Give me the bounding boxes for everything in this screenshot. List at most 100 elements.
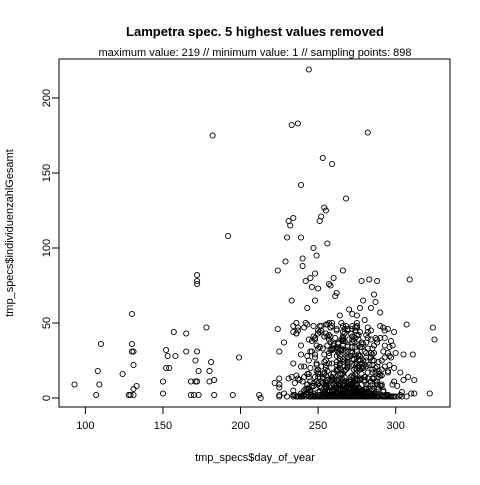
data-point	[311, 270, 319, 277]
data-point	[321, 333, 328, 340]
data-point	[195, 391, 202, 399]
data-point	[387, 354, 395, 361]
data-point	[374, 336, 381, 343]
data-point	[318, 384, 325, 391]
data-point	[358, 375, 365, 382]
data-point	[324, 367, 331, 375]
data-point	[364, 334, 371, 342]
y-tick-label: 100	[41, 239, 53, 257]
data-point	[426, 390, 433, 397]
data-point	[341, 337, 348, 345]
data-point	[315, 370, 322, 378]
x-axis: 100 150 200 250 300	[76, 406, 405, 432]
data-point	[406, 276, 413, 283]
data-point	[276, 384, 283, 391]
data-point	[341, 373, 348, 381]
data-point	[299, 255, 306, 262]
data-point	[296, 393, 303, 400]
data-point	[397, 369, 404, 376]
data-point	[336, 312, 343, 319]
data-point	[377, 372, 384, 379]
data-point	[381, 393, 388, 400]
data-point	[304, 304, 311, 312]
data-point	[276, 375, 283, 382]
chart-subtitle: maximum value: 219 // minimum value: 1 /…	[98, 47, 411, 59]
data-point	[284, 234, 291, 241]
data-point	[367, 393, 374, 400]
data-point	[349, 322, 356, 330]
data-point	[335, 349, 342, 357]
data-point	[304, 370, 311, 378]
data-point	[333, 385, 340, 393]
data-point	[384, 367, 391, 375]
data-point	[341, 393, 348, 400]
data-point	[209, 132, 216, 139]
data-point	[203, 324, 210, 331]
data-point	[333, 390, 340, 397]
data-point	[313, 342, 320, 349]
data-point	[284, 393, 291, 400]
data-point	[352, 381, 359, 388]
data-point	[360, 357, 367, 364]
data-point	[293, 372, 300, 379]
data-point	[297, 342, 305, 349]
data-point	[431, 336, 438, 343]
data-point	[321, 369, 328, 376]
data-point	[330, 342, 337, 349]
y-tick-label: 50	[41, 317, 53, 329]
x-tick-label: 200	[231, 420, 249, 432]
data-point	[370, 291, 378, 298]
data-point	[316, 343, 323, 351]
data-point	[335, 339, 342, 346]
data-point	[194, 348, 201, 355]
data-point	[398, 388, 405, 396]
x-tick-label: 150	[154, 420, 172, 432]
data-point	[299, 262, 306, 270]
data-point	[235, 354, 243, 361]
data-point	[329, 393, 336, 400]
data-point	[411, 390, 418, 397]
data-point	[315, 345, 322, 352]
data-point	[315, 285, 322, 292]
data-point	[294, 324, 301, 331]
data-point	[381, 354, 388, 361]
data-point	[159, 390, 167, 397]
data-point	[322, 357, 329, 364]
data-point	[322, 379, 329, 387]
data-point	[311, 393, 319, 400]
x-tick-label: 300	[387, 420, 405, 432]
data-point	[311, 297, 319, 304]
data-point	[330, 274, 337, 282]
data-point	[339, 322, 346, 330]
data-point	[400, 376, 407, 384]
data-point	[229, 391, 236, 399]
data-point	[304, 381, 311, 388]
data-point	[338, 366, 345, 373]
data-point	[341, 348, 348, 355]
data-point	[319, 154, 326, 162]
data-point	[166, 364, 173, 372]
data-point	[329, 376, 336, 384]
data-point	[372, 334, 379, 342]
y-tick-label: 0	[41, 395, 53, 401]
data-point	[211, 376, 218, 384]
data-point	[296, 376, 303, 384]
data-point	[364, 129, 371, 136]
data-point	[405, 373, 412, 381]
data-point	[335, 376, 342, 384]
data-point	[322, 361, 329, 369]
data-point	[211, 391, 218, 399]
data-point	[325, 336, 333, 343]
data-point	[172, 352, 179, 360]
data-point	[395, 393, 402, 400]
data-point	[330, 345, 337, 352]
data-point	[349, 372, 356, 379]
data-point	[352, 327, 359, 334]
data-point	[391, 378, 398, 385]
data-point	[360, 297, 367, 304]
data-point	[352, 324, 359, 331]
data-point	[370, 349, 378, 357]
data-point	[381, 363, 388, 370]
data-point	[313, 367, 320, 375]
data-point	[408, 390, 415, 397]
